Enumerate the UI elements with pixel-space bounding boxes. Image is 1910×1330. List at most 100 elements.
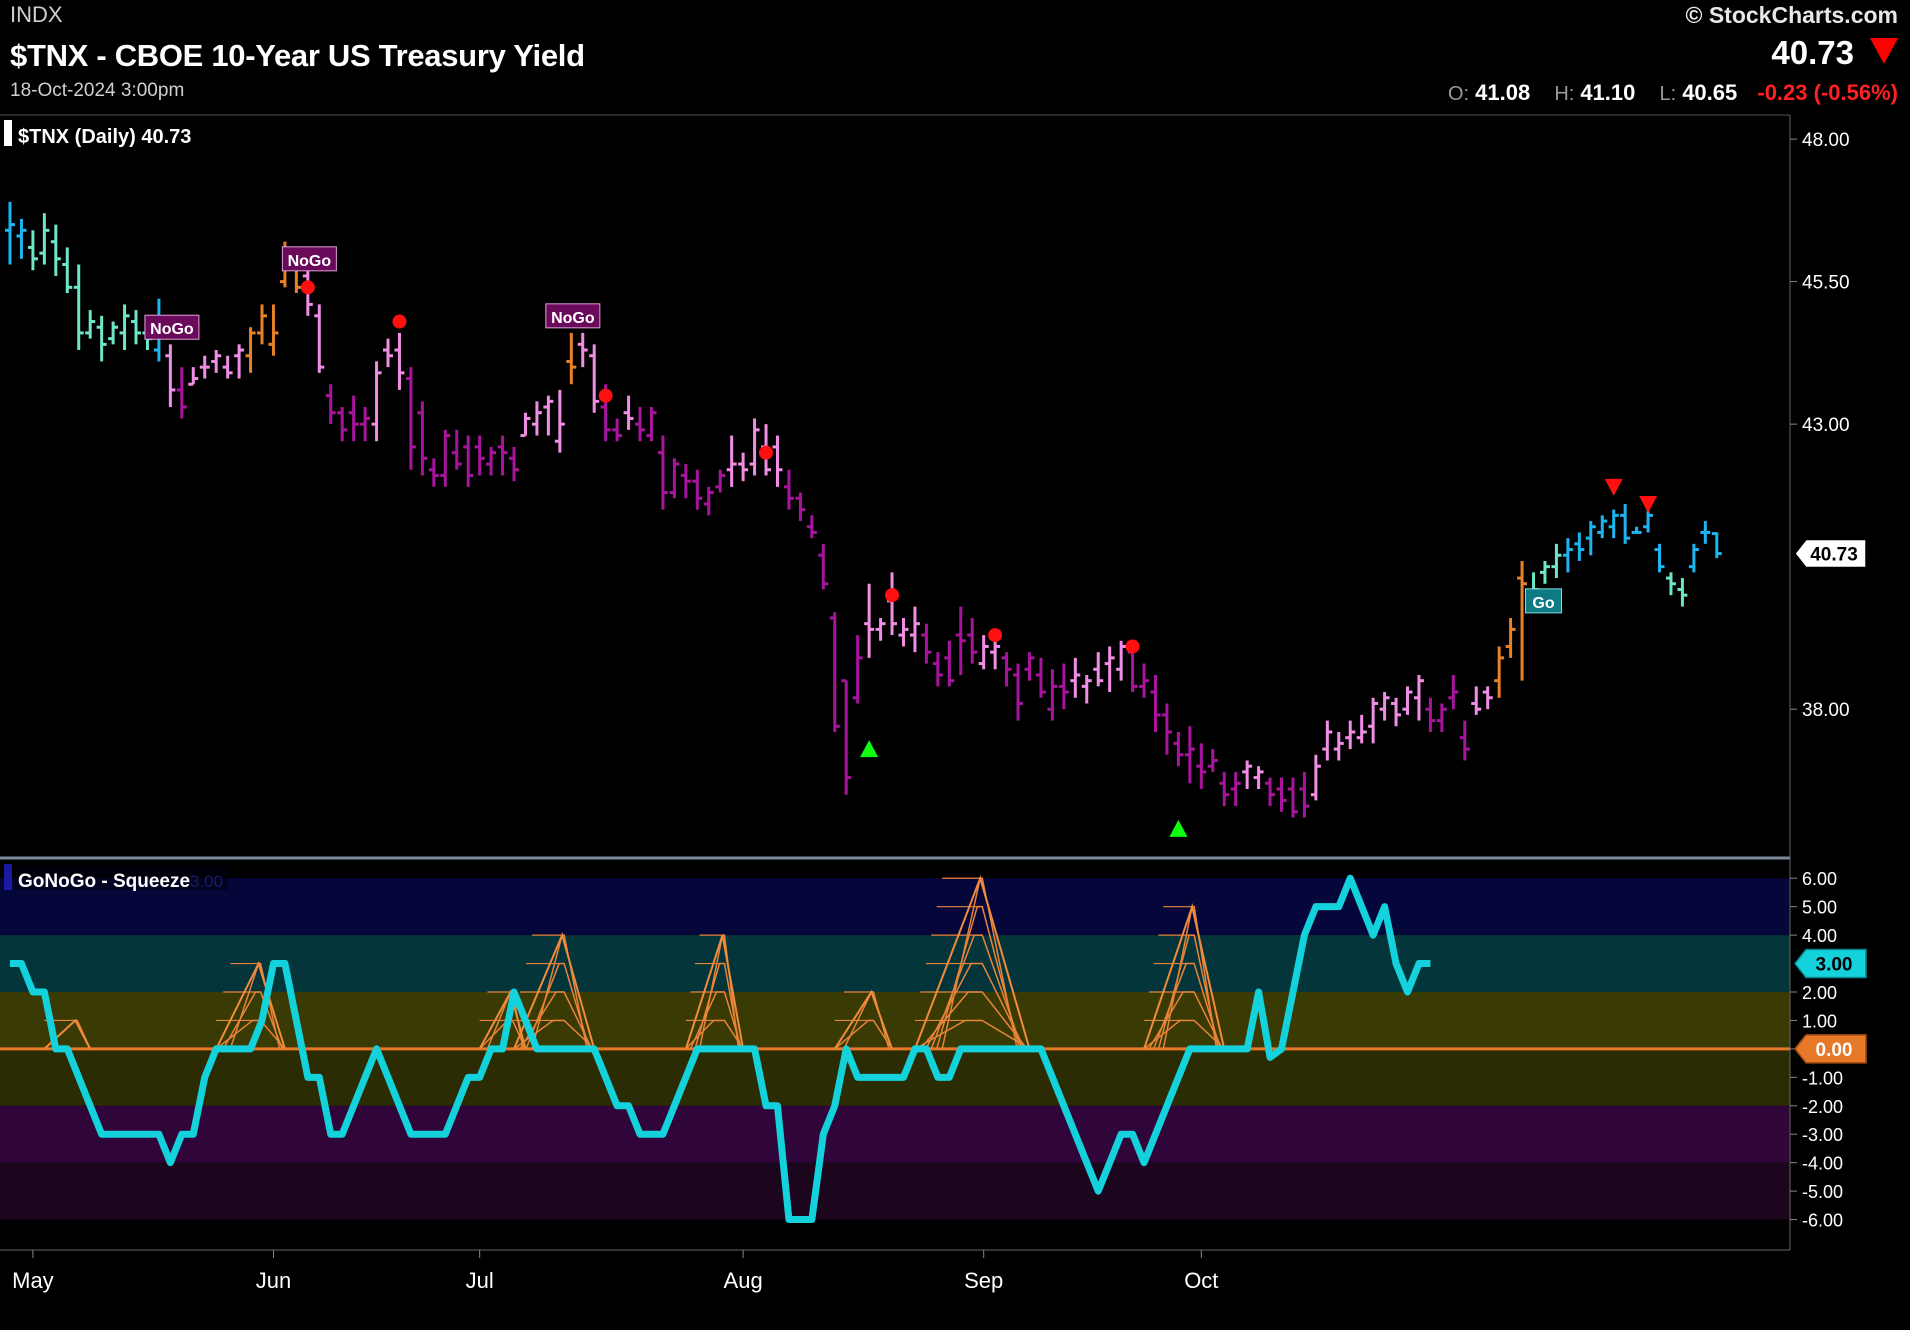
ohlc-bar bbox=[509, 446, 520, 482]
ohlc-bar bbox=[1299, 771, 1310, 818]
oscillator-value-axis-tag-text: 3.00 bbox=[1816, 955, 1853, 976]
price-tick-label: 43.00 bbox=[1802, 415, 1850, 436]
red-down-triangle-icon bbox=[1639, 495, 1658, 513]
last-price-axis-tag bbox=[1794, 538, 1867, 569]
ohlc-bar bbox=[268, 304, 279, 356]
squeeze-legend-value: 3.00 bbox=[190, 872, 223, 891]
chart-datetime: 18-Oct-2024 3:00pm bbox=[10, 80, 185, 101]
chart-title: $TNX - CBOE 10-Year US Treasury Yield bbox=[10, 38, 585, 73]
ohlc-bar bbox=[131, 310, 142, 345]
ohlc-bar bbox=[1471, 686, 1482, 715]
ohlc-bar bbox=[669, 458, 680, 499]
high-value: 41.10 bbox=[1580, 80, 1636, 105]
ohlc-bar bbox=[749, 418, 760, 476]
osc-tick-label: -2.00 bbox=[1802, 1097, 1843, 1117]
ohlc-bar bbox=[1047, 669, 1058, 721]
osc-tick-label: -4.00 bbox=[1802, 1154, 1843, 1174]
squeeze-peak-outline bbox=[513, 932, 596, 1050]
osc-tick-label: -5.00 bbox=[1802, 1182, 1843, 1202]
price-tick-label: 38.00 bbox=[1802, 700, 1850, 721]
low-label: L: bbox=[1659, 83, 1677, 105]
ohlc-bar bbox=[1643, 509, 1654, 533]
legend-swatch bbox=[4, 120, 12, 146]
ohlc-bar bbox=[898, 617, 909, 647]
ohlc-bar bbox=[497, 435, 508, 476]
ohlc-bar bbox=[325, 384, 336, 425]
x-tick-label: Jun bbox=[256, 1268, 291, 1293]
squeeze-band bbox=[0, 1162, 1790, 1220]
ohlc-bar bbox=[1574, 532, 1585, 561]
ohlc-bar bbox=[577, 332, 588, 368]
ohlc-bar bbox=[348, 395, 359, 442]
ohlc-bar bbox=[1517, 560, 1528, 681]
ohlc-bar bbox=[371, 361, 382, 442]
price-down-arrow-icon bbox=[1870, 38, 1898, 64]
ohlc-bar bbox=[1139, 663, 1150, 698]
nogo-badge bbox=[144, 314, 200, 340]
ohlc-bar bbox=[772, 435, 783, 487]
zero-value-axis-tag bbox=[1794, 1034, 1867, 1064]
ohlc-bar bbox=[16, 218, 27, 259]
ohlc-bar bbox=[257, 304, 268, 345]
exchange-label: INDX bbox=[10, 2, 63, 27]
ohlc-bar bbox=[1494, 646, 1505, 698]
squeeze-peak-outline bbox=[684, 934, 745, 1050]
green-up-triangle-icon bbox=[860, 740, 879, 758]
ohlc-bar bbox=[1356, 714, 1367, 744]
squeeze-legend-swatch bbox=[4, 864, 12, 890]
ohlc-bar bbox=[520, 412, 531, 438]
red-dot-marker bbox=[300, 280, 315, 295]
ohlc-bar bbox=[1230, 771, 1241, 807]
ohlc-bar bbox=[1173, 731, 1184, 767]
ohlc-bar bbox=[715, 469, 726, 493]
ohlc-bar bbox=[1677, 578, 1688, 607]
osc-tick-label: 2.00 bbox=[1802, 983, 1837, 1003]
ohlc-bar bbox=[1562, 538, 1573, 573]
ohlc-bar bbox=[1425, 697, 1436, 732]
x-tick-label: May bbox=[12, 1268, 54, 1293]
ohlc-bar bbox=[978, 635, 989, 670]
go-badge bbox=[1525, 588, 1563, 614]
change-value: -0.23 (-0.56%) bbox=[1757, 80, 1898, 105]
zero-value-axis-tag-text: 0.00 bbox=[1816, 1040, 1853, 1061]
ohlc-bar bbox=[440, 429, 451, 487]
ohlc-bar bbox=[50, 224, 61, 276]
green-up-triangle-icon bbox=[1169, 819, 1188, 837]
ohlc-readout: O: 41.08 H: 41.10 L: 40.65 -0.23 (-0.56%) bbox=[1430, 80, 1898, 106]
stockcharts-logo[interactable]: © StockCharts.com bbox=[1685, 2, 1898, 28]
ohlc-bar bbox=[955, 606, 966, 675]
squeeze-legend: GoNoGo - Squeeze 3.00 bbox=[4, 864, 228, 892]
ohlc-bar bbox=[62, 247, 73, 294]
ohlc-bar bbox=[554, 389, 565, 453]
x-tick-label: Oct bbox=[1184, 1268, 1218, 1293]
squeeze-background-bands bbox=[0, 878, 1790, 1220]
nogo-badge-text: NoGo bbox=[551, 310, 595, 327]
ohlc-bar bbox=[1322, 720, 1333, 761]
oscillator-value-axis-tag bbox=[1794, 948, 1867, 979]
low-value: 40.65 bbox=[1682, 80, 1738, 105]
ohlc-bar bbox=[1631, 526, 1642, 534]
ohlc-bar bbox=[211, 350, 222, 373]
ohlc-bar bbox=[1150, 674, 1161, 732]
ohlc-bar bbox=[531, 401, 542, 436]
ohlc-bar bbox=[1391, 697, 1402, 727]
ohlc-bar bbox=[1413, 674, 1424, 721]
ohlc-bar bbox=[96, 315, 107, 362]
ohlc-bar bbox=[806, 515, 817, 539]
ohlc-bar bbox=[337, 407, 348, 442]
ohlc-bar bbox=[1116, 640, 1127, 681]
ohlc-bar bbox=[783, 469, 794, 510]
go-badge-text: Go bbox=[1532, 595, 1554, 612]
ohlc-bar bbox=[1539, 560, 1550, 584]
ohlc-bar bbox=[795, 492, 806, 522]
ohlc-bar bbox=[635, 407, 646, 442]
red-dot-marker bbox=[598, 388, 613, 403]
ohlc-bar bbox=[1013, 663, 1024, 721]
ohlc-bar bbox=[818, 543, 829, 590]
ohlc-bar bbox=[623, 395, 634, 430]
ohlc-bar bbox=[1242, 760, 1253, 789]
ohlc-bar bbox=[1287, 777, 1298, 818]
ohlc-bar bbox=[726, 435, 737, 487]
ohlc-bar bbox=[852, 635, 863, 704]
